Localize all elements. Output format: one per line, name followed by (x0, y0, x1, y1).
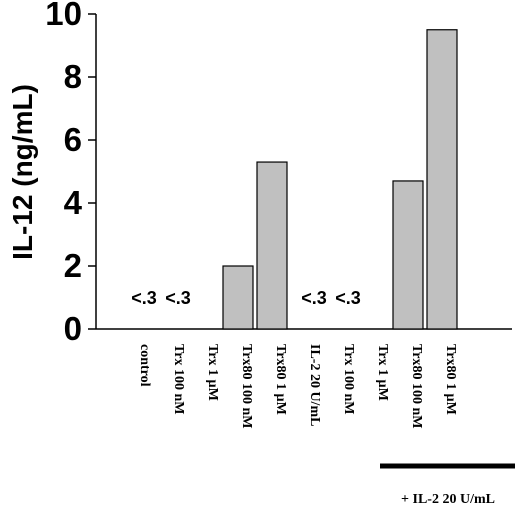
bar (392, 180, 424, 330)
data-label: <.3 (165, 288, 191, 308)
annotations: <.3 <.3 <.3 <.3 (131, 288, 361, 308)
category-labels: control Trx 100 nM Trx 1 µM Trx80 100 nM Trx… (137, 344, 458, 429)
x-tick-label: IL-2 20 U/mL (307, 344, 322, 426)
x-tick-label: Trx 1 µM (375, 344, 390, 401)
y-tick-label: 0 (64, 310, 82, 347)
y-axis: 0 2 4 6 8 10 (45, 0, 512, 347)
y-tick-label: 10 (45, 0, 82, 32)
x-tick-label: Trx80 100 nM (239, 344, 254, 429)
bar (222, 265, 254, 330)
y-tick-label: 4 (64, 184, 83, 221)
x-tick-label: Trx80 1 µM (273, 344, 288, 415)
bar (426, 29, 458, 330)
data-label: <.3 (301, 288, 327, 308)
x-tick-label: Trx80 1 µM (443, 344, 458, 415)
bars (222, 29, 458, 330)
x-tick-label: Trx 100 nM (341, 344, 356, 415)
group-label: + IL-2 20 U/mL (401, 492, 495, 507)
y-tick-label: 2 (64, 247, 82, 284)
x-tick-label: Trx 1 µM (205, 344, 220, 401)
data-label: <.3 (335, 288, 361, 308)
y-axis-label: IL-12 (ng/mL) (7, 84, 38, 260)
x-tick-label: Trx80 100 nM (409, 344, 424, 429)
y-tick-label: 6 (64, 121, 82, 158)
y-tick-label: 8 (64, 58, 82, 95)
x-tick-label: control (137, 344, 152, 387)
data-label: <.3 (131, 288, 157, 308)
x-tick-label: Trx 100 nM (171, 344, 186, 415)
bar (256, 161, 288, 330)
